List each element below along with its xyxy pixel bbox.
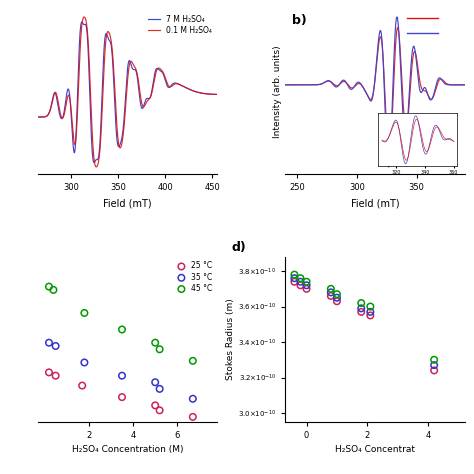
25 °C xyxy=(151,401,159,409)
0.1 M H₂SO₄ xyxy=(81,14,87,20)
25 °C xyxy=(189,413,197,421)
Point xyxy=(303,285,310,292)
35 °C xyxy=(151,378,159,386)
35 °C xyxy=(81,359,88,366)
Y-axis label: Stokes Radius (m): Stokes Radius (m) xyxy=(227,299,236,380)
0.1 M H₂SO₄ xyxy=(106,29,111,35)
0.1 M H₂SO₄ xyxy=(35,114,41,120)
Point xyxy=(297,278,304,285)
Point xyxy=(357,305,365,312)
0.1 M H₂SO₄ xyxy=(219,91,225,97)
Text: d): d) xyxy=(231,241,246,254)
35 °C xyxy=(52,342,59,350)
Point xyxy=(297,274,304,282)
X-axis label: H₂SO₄ Concentrat: H₂SO₄ Concentrat xyxy=(335,446,415,455)
0.1 M H₂SO₄ xyxy=(196,90,201,95)
7 M H₂SO₄ xyxy=(67,94,73,100)
35 °C xyxy=(189,395,197,402)
0.1 M H₂SO₄ xyxy=(93,164,99,170)
0.1 M H₂SO₄ xyxy=(67,96,73,101)
45 °C xyxy=(151,339,159,346)
Point xyxy=(430,361,438,369)
7 M H₂SO₄ xyxy=(56,108,62,114)
X-axis label: H₂SO₄ Concentration (M): H₂SO₄ Concentration (M) xyxy=(72,446,183,455)
Point xyxy=(357,308,365,316)
25 °C xyxy=(118,393,126,401)
X-axis label: Field (mT): Field (mT) xyxy=(351,198,399,208)
Point xyxy=(291,274,298,282)
45 °C xyxy=(81,309,88,317)
Point xyxy=(297,282,304,289)
Point xyxy=(327,285,335,292)
Point xyxy=(333,294,341,301)
7 M H₂SO₄ xyxy=(91,160,97,165)
45 °C xyxy=(189,357,197,365)
Point xyxy=(366,303,374,310)
Point xyxy=(291,271,298,278)
45 °C xyxy=(156,346,164,353)
Point xyxy=(327,289,335,296)
25 °C xyxy=(45,369,53,376)
Y-axis label: Intensity (arb. units): Intensity (arb. units) xyxy=(273,46,283,138)
25 °C xyxy=(78,382,86,389)
Point xyxy=(430,366,438,374)
X-axis label: Field (mT): Field (mT) xyxy=(103,198,152,208)
7 M H₂SO₄ xyxy=(219,91,225,97)
Legend: 25 °C, 35 °C, 45 °C: 25 °C, 35 °C, 45 °C xyxy=(173,261,213,294)
Line: 0.1 M H₂SO₄: 0.1 M H₂SO₄ xyxy=(38,17,222,167)
7 M H₂SO₄ xyxy=(106,36,111,42)
7 M H₂SO₄ xyxy=(216,91,221,97)
45 °C xyxy=(118,326,126,333)
35 °C xyxy=(156,385,164,392)
Point xyxy=(366,311,374,319)
45 °C xyxy=(50,286,57,294)
0.1 M H₂SO₄ xyxy=(56,103,62,109)
0.1 M H₂SO₄ xyxy=(114,118,119,124)
Text: b): b) xyxy=(292,14,307,27)
Line: 7 M H₂SO₄: 7 M H₂SO₄ xyxy=(38,22,222,163)
Point xyxy=(430,356,438,364)
Point xyxy=(327,292,335,300)
Legend: 7 M H₂SO₄, 0.1 M H₂SO₄: 7 M H₂SO₄, 0.1 M H₂SO₄ xyxy=(147,13,213,36)
25 °C xyxy=(52,372,59,380)
Point xyxy=(303,282,310,289)
Point xyxy=(357,299,365,307)
7 M H₂SO₄ xyxy=(79,19,85,25)
Point xyxy=(333,291,341,298)
7 M H₂SO₄ xyxy=(114,132,119,138)
7 M H₂SO₄ xyxy=(196,90,201,95)
7 M H₂SO₄ xyxy=(35,114,41,120)
Point xyxy=(303,278,310,285)
0.1 M H₂SO₄ xyxy=(216,91,221,97)
35 °C xyxy=(118,372,126,380)
25 °C xyxy=(156,407,164,414)
Point xyxy=(291,278,298,285)
Point xyxy=(333,298,341,305)
35 °C xyxy=(45,339,53,346)
45 °C xyxy=(45,283,53,291)
Point xyxy=(366,308,374,316)
